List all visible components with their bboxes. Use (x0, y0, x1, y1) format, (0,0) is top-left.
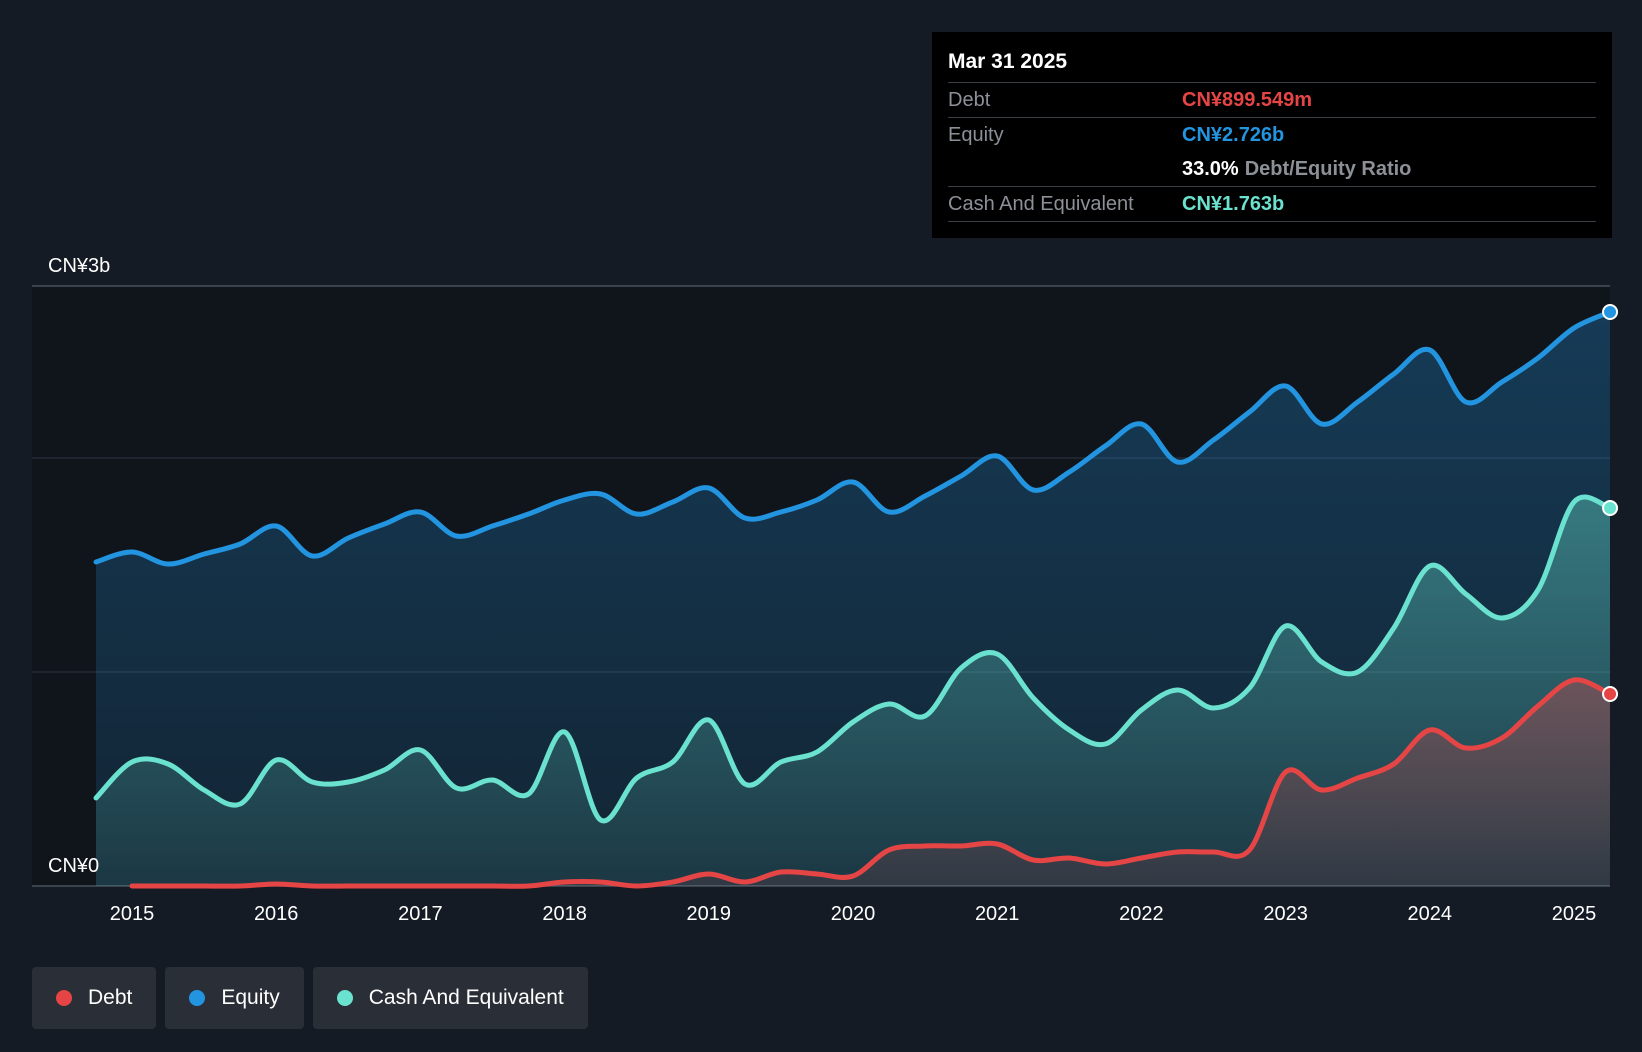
tooltip-ratio-value: 33.0% (1182, 158, 1239, 180)
debt-area (132, 679, 1610, 887)
tooltip-ratio-label: Debt/Equity Ratio (1244, 158, 1412, 180)
legend-item-equity[interactable]: Equity (165, 967, 304, 1029)
x-tick-label: 2022 (1119, 903, 1164, 925)
x-axis-labels: 2015 2016 2017 2018 2019 2020 2021 2022 2023 2024… (110, 903, 1597, 925)
cash-and-equivalent-endpoint (1602, 500, 1619, 516)
x-tick-label: 2023 (1263, 903, 1308, 925)
tooltip-ratio-row: 33.0% Debt/Equity Ratio (948, 152, 1596, 186)
tooltip-cash-value: CN¥1.763b (1182, 193, 1285, 215)
tooltip-equity-row: Equity CN¥2.726b (948, 117, 1596, 152)
legend-label-cash: Cash And Equivalent (368, 986, 564, 1009)
equity-line (93, 309, 1613, 567)
tooltip-cash-label: Cash And Equivalent (948, 193, 1134, 215)
debt-line (129, 677, 1613, 889)
tooltip-equity-label: Equity (948, 124, 1004, 146)
x-tick-label: 2016 (254, 903, 299, 925)
tooltip-date: Mar 31 2025 (948, 50, 1068, 73)
legend-item-debt[interactable]: Debt (32, 967, 157, 1029)
debt-endpoint (1602, 686, 1619, 702)
tooltip: Mar 31 2025 Debt CN¥899.549m Equity CN¥2… (932, 32, 1612, 238)
cash-and-equivalent-line (93, 494, 1613, 824)
tooltip-debt-value: CN¥899.549m (1182, 89, 1313, 111)
legend-label-equity: Equity (221, 986, 280, 1009)
equity-dot-icon (189, 990, 206, 1006)
endpoints (1602, 304, 1619, 702)
equity-endpoint (1602, 304, 1619, 320)
cash-dot-icon (336, 990, 353, 1006)
tooltip-debt-row: Debt CN¥899.549m (948, 82, 1596, 117)
x-tick-label: 2025 (1552, 903, 1597, 925)
tooltip-cash-row: Cash And Equivalent CN¥1.763b (948, 186, 1596, 222)
x-tick-label: 2021 (975, 903, 1020, 925)
x-tick-label: 2024 (1408, 903, 1453, 925)
legend-item-cash[interactable]: Cash And Equivalent (312, 967, 588, 1029)
x-tick-label: 2017 (398, 903, 443, 925)
areas (96, 312, 1610, 887)
x-tick-label: 2019 (687, 903, 732, 925)
debt-dot-icon (56, 990, 72, 1006)
legend-label-debt: Debt (88, 986, 133, 1009)
tooltip-debt-label: Debt (948, 89, 991, 111)
lines (93, 309, 1613, 889)
y-tick-label: CN¥3b (48, 255, 110, 277)
x-tick-label: 2015 (110, 903, 155, 925)
tooltip-equity-value: CN¥2.726b (1182, 124, 1285, 146)
x-tick-label: 2020 (831, 903, 876, 925)
y-axis-labels: CN¥3b CN¥0 (48, 255, 110, 877)
cash-and-equivalent-area (96, 497, 1610, 886)
y-tick-label: CN¥0 (48, 855, 99, 877)
legend: Debt Equity Cash And Equivalent (32, 967, 588, 1029)
x-tick-label: 2018 (542, 903, 587, 925)
